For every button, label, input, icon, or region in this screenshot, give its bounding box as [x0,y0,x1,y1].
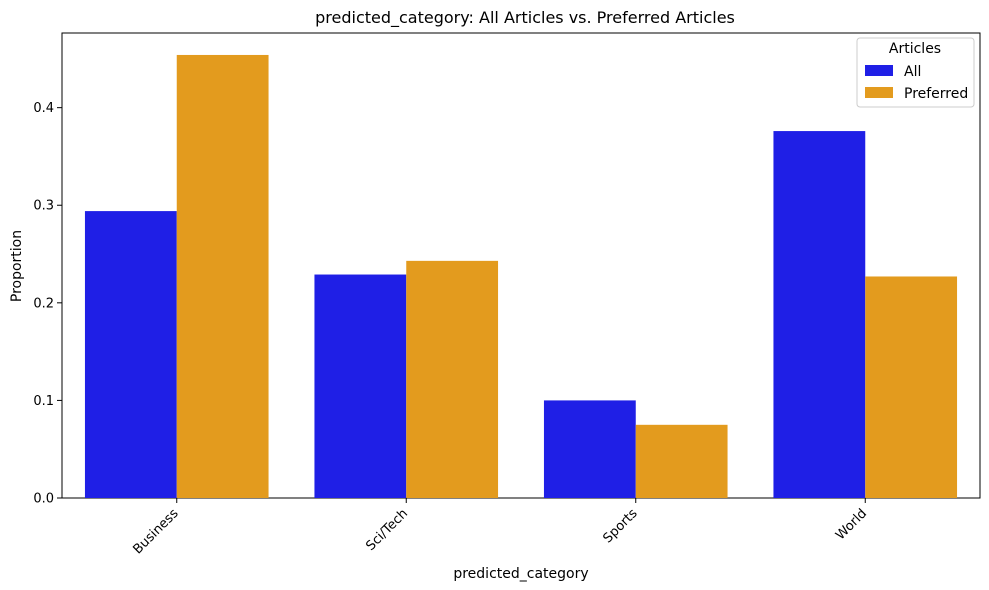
legend-swatch-preferred [865,87,893,98]
bar-preferred-business [176,54,269,499]
legend-title: Articles [889,41,941,57]
y-axis-ticks: 0.0 0.1 0.2 0.3 0.4 [33,101,62,507]
legend-swatch-all [865,65,893,76]
y-tick-label: 0.0 [33,492,54,507]
y-tick-label: 0.4 [33,101,54,116]
y-tick-label: 0.3 [33,199,54,214]
x-axis-label: predicted_category [453,566,588,582]
legend-label-preferred: Preferred [904,86,968,102]
y-tick-label: 0.2 [33,296,54,311]
plot-frame [61,32,981,499]
legend-label-all: All [904,64,921,80]
bar-all-sports [543,400,636,498]
y-axis-label: Proportion [9,230,25,302]
bar-all-business [84,211,177,498]
x-tick-label: World [833,506,870,543]
chart-title: predicted_category: All Articles vs. Pre… [315,8,735,28]
y-tick-label: 0.1 [33,394,54,409]
bars-group [84,54,958,499]
bar-preferred-sports [635,424,728,498]
x-tick-label: Sci/Tech [363,506,411,554]
x-tick-label: Business [130,506,181,557]
bar-all-sci-tech [314,274,407,498]
bar-preferred-sci-tech [406,260,499,498]
bar-preferred-world [865,276,958,498]
x-axis-ticks: Business Sci/Tech Sports World [130,498,870,557]
legend: Articles All Preferred [856,37,975,108]
x-tick-label: Sports [600,506,640,546]
plot-area: 0.0 0.1 0.2 0.3 0.4 Business Sci/Tech Sports Wo… [33,32,981,557]
bar-all-world [773,131,866,498]
